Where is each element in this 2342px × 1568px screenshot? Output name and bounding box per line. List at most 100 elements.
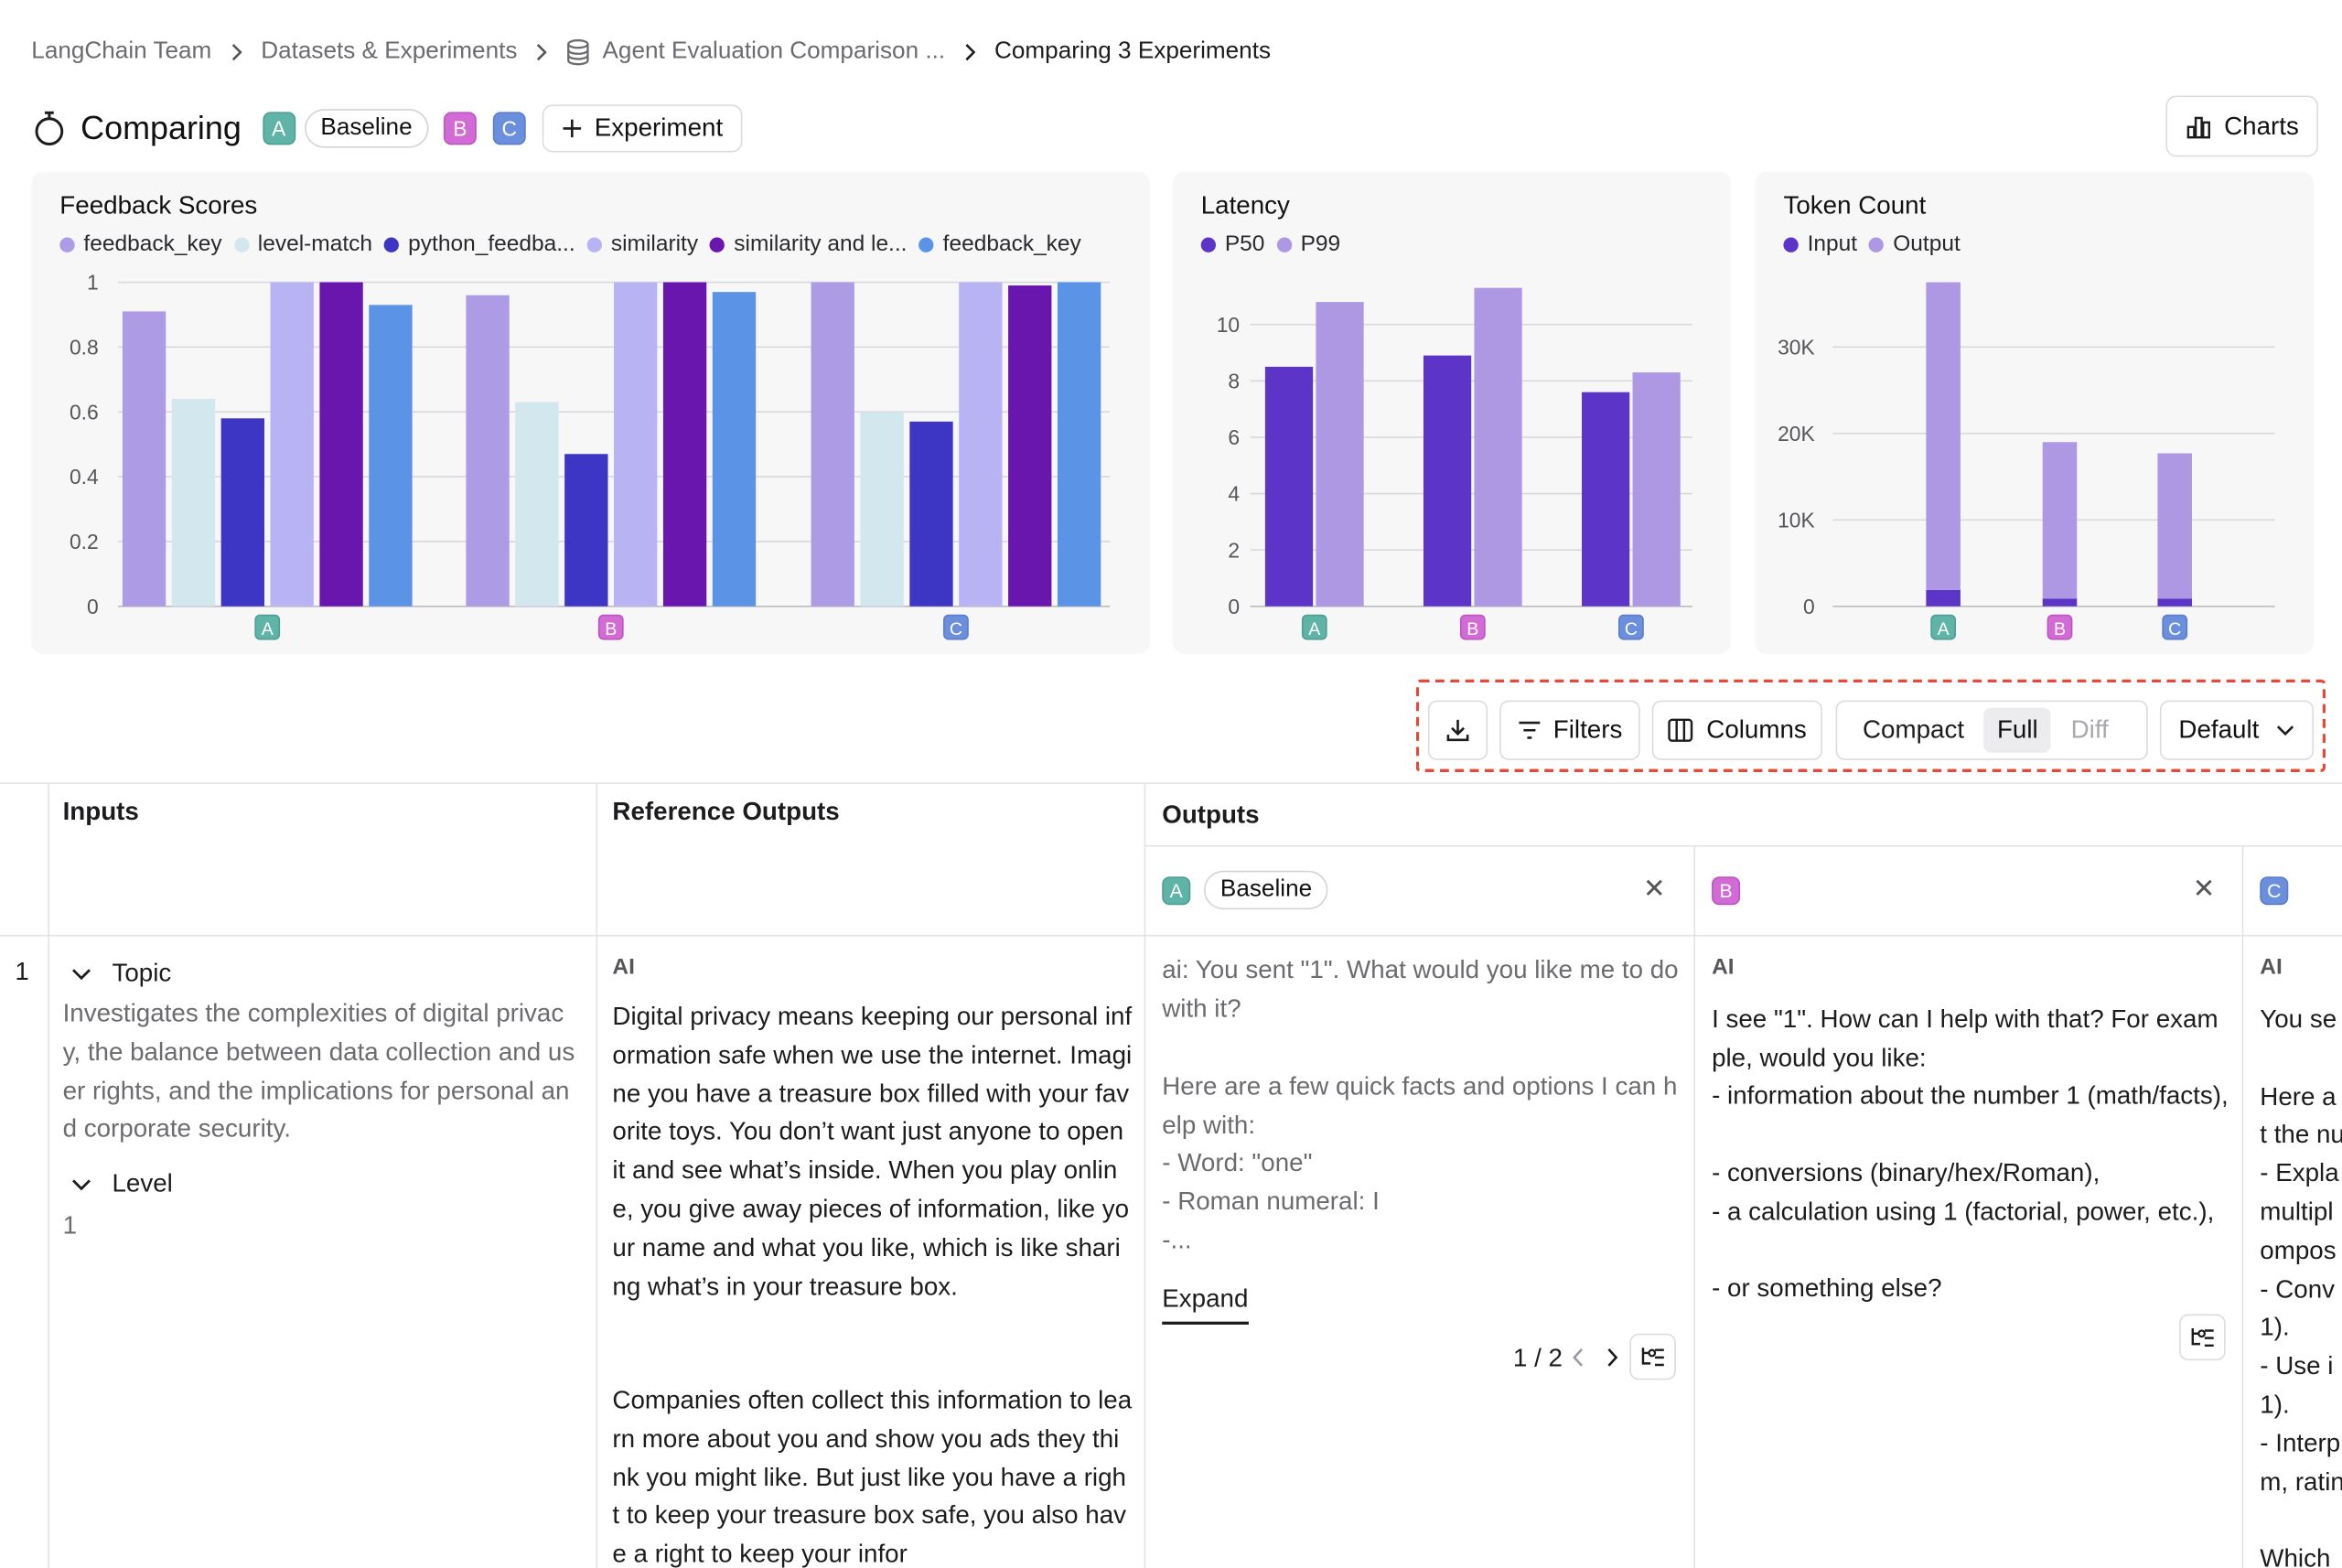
bar[interactable] (860, 412, 904, 607)
inputs-header[interactable]: Inputs (62, 797, 139, 826)
bar[interactable] (662, 282, 707, 607)
output-b-role: AI (1712, 954, 1735, 980)
row-divider (1144, 844, 2342, 847)
legend-item[interactable]: similarity (586, 231, 698, 257)
bar[interactable] (1423, 355, 1472, 607)
y-tick-label: 0.6 (70, 400, 99, 424)
bar[interactable] (614, 282, 658, 607)
header: Comparing A Baseline B C Experiment (33, 104, 743, 153)
bar[interactable] (220, 418, 264, 607)
chevron-down-icon (72, 1178, 91, 1190)
x-tick-label: B (2054, 619, 2066, 639)
bar[interactable] (270, 282, 314, 607)
legend-item[interactable]: P50 (1200, 231, 1264, 257)
x-category-badge (943, 614, 969, 640)
legend-item[interactable]: feedback_key (919, 231, 1081, 257)
breadcrumb-current: Comparing 3 Experiments (994, 38, 1272, 65)
x-category-badge (597, 614, 624, 640)
trace-button[interactable] (1629, 1333, 1676, 1380)
legend-swatch (1869, 236, 1885, 252)
bar[interactable] (1316, 302, 1364, 607)
breadcrumb-item-datasets[interactable]: Datasets & Experiments (261, 38, 518, 65)
stopwatch-icon (35, 111, 64, 145)
latency-chart: 0 2 4 6 8 10 A B C (1217, 287, 1692, 640)
outputs-header[interactable]: Outputs (1162, 800, 1260, 829)
column-divider (1693, 844, 1696, 1568)
bar[interactable] (1582, 392, 1630, 607)
pager-label: 1 / 2 (1512, 1344, 1563, 1373)
experiment-badge-b[interactable]: B (443, 112, 477, 145)
legend-item[interactable]: python_feedba... (384, 231, 575, 257)
bar[interactable] (909, 421, 953, 607)
bar[interactable] (1008, 285, 1052, 607)
topic-toggle[interactable]: Topic (71, 959, 171, 989)
legend-item[interactable]: P99 (1276, 231, 1340, 257)
bar[interactable] (2042, 598, 2078, 607)
bar[interactable] (811, 282, 854, 607)
bar[interactable] (1926, 589, 1961, 607)
bar[interactable] (1632, 372, 1681, 607)
column-divider (1144, 784, 1146, 1568)
legend-item[interactable]: feedback_key (59, 231, 222, 257)
bar[interactable] (2042, 442, 2078, 599)
expand-link[interactable]: Expand (1162, 1280, 1249, 1325)
experiment-badge-c[interactable]: C (492, 112, 526, 145)
bar[interactable] (712, 292, 757, 607)
charts-button[interactable]: Charts (2165, 95, 2319, 157)
database-icon (567, 38, 590, 66)
bar[interactable] (1264, 366, 1314, 607)
output-c-line (2260, 1039, 2342, 1078)
bar[interactable] (2157, 453, 2192, 599)
filter-icon (1519, 721, 1541, 739)
bar[interactable] (171, 399, 216, 607)
legend-item[interactable]: Input (1783, 231, 1857, 257)
output-c-line: multipl (2260, 1197, 2334, 1227)
experiment-badge-a[interactable]: A (262, 112, 295, 145)
reference-outputs-header[interactable]: Reference Outputs (612, 797, 840, 826)
bar[interactable] (369, 305, 413, 607)
bar[interactable] (959, 282, 1003, 607)
view-mode-full[interactable]: Full (1983, 707, 2052, 753)
bar[interactable] (2157, 598, 2192, 607)
legend-item[interactable]: Output (1869, 231, 1961, 257)
sort-dropdown[interactable]: Default (2159, 700, 2315, 760)
output-a-line-3: -... (1162, 1226, 1192, 1255)
latency-card: Latency P50 P99 0 2 4 6 8 10 A B C (1172, 171, 1732, 654)
close-icon[interactable]: ✕ (1642, 873, 1666, 904)
trace-button[interactable] (2179, 1314, 2226, 1361)
bar[interactable] (1474, 287, 1522, 607)
add-experiment-button[interactable]: Experiment (542, 104, 743, 153)
breadcrumb: LangChain Team Datasets & Experiments Ag… (31, 36, 1271, 69)
latency-legend: P50 P99 (1200, 231, 1340, 257)
breadcrumb-item-dataset[interactable]: Agent Evaluation Comparison ... (566, 38, 945, 66)
bar[interactable] (515, 402, 559, 607)
legend-item[interactable]: similarity and le... (710, 231, 907, 257)
bar[interactable] (466, 295, 510, 607)
bar[interactable] (1926, 282, 1961, 590)
output-b-line-1: - information about the number 1 (math/f… (1712, 1080, 2229, 1110)
y-tick-label: 4 (1228, 482, 1240, 506)
chevron-left-icon[interactable] (1572, 1347, 1586, 1368)
view-mode-compact[interactable]: Compact (1862, 714, 1965, 744)
bar[interactable] (319, 282, 363, 607)
bar[interactable] (564, 454, 608, 607)
legend-item[interactable]: level-match (233, 231, 372, 257)
token-count-legend: Input Output (1783, 231, 1961, 257)
level-toggle[interactable]: Level (71, 1169, 173, 1199)
y-tick-label: 0 (1228, 595, 1240, 618)
filters-button[interactable]: Filters (1499, 700, 1640, 760)
token-count-title: Token Count (1783, 190, 1927, 220)
breadcrumb-item-team[interactable]: LangChain Team (31, 38, 212, 65)
columns-label: Columns (1706, 714, 1807, 744)
chevron-right-icon[interactable] (1605, 1347, 1619, 1368)
bar[interactable] (122, 311, 167, 607)
bar[interactable] (1057, 282, 1101, 607)
legend-label: python_feedba... (408, 231, 575, 257)
close-icon[interactable]: ✕ (2192, 873, 2216, 904)
x-category-badge (1459, 614, 1486, 640)
x-category-badge (1301, 614, 1327, 640)
view-mode-diff[interactable]: Diff (2070, 714, 2109, 744)
columns-button[interactable]: Columns (1651, 700, 1822, 760)
download-button[interactable] (1427, 700, 1488, 760)
